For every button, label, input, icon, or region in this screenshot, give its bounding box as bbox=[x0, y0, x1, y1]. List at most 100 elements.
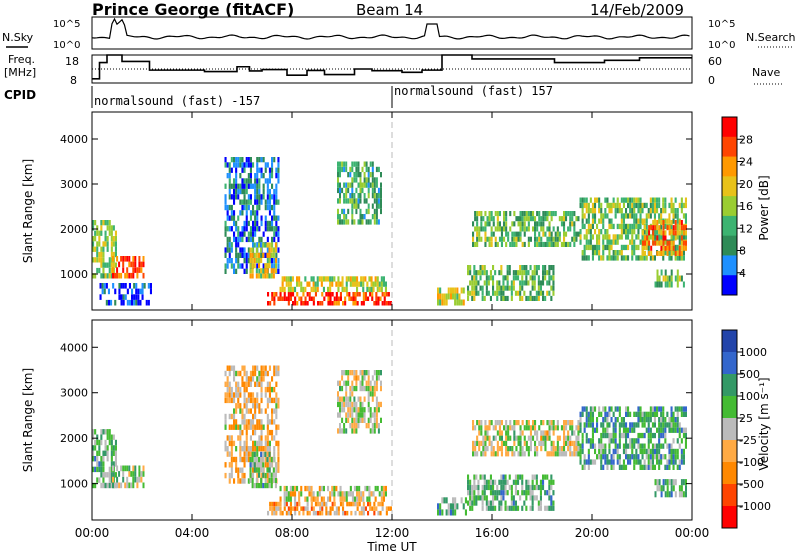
data-cell bbox=[275, 501, 278, 507]
data-cell bbox=[387, 506, 390, 511]
data-cell bbox=[506, 490, 509, 496]
data-cell bbox=[637, 417, 640, 423]
data-cell bbox=[243, 231, 246, 237]
data-cell bbox=[443, 299, 446, 306]
data-cell bbox=[596, 417, 599, 423]
data-cell bbox=[226, 392, 229, 398]
data-cell bbox=[266, 440, 269, 447]
data-cell bbox=[515, 236, 518, 242]
nsearch-label: N.Search bbox=[746, 31, 796, 44]
data-cell bbox=[660, 250, 663, 256]
data-cell bbox=[492, 500, 495, 506]
data-cell bbox=[540, 221, 543, 227]
data-cell bbox=[502, 490, 505, 496]
data-cell bbox=[519, 290, 522, 296]
data-cell bbox=[373, 510, 376, 516]
data-cell bbox=[268, 419, 271, 425]
data-cell bbox=[475, 484, 478, 491]
data-cell bbox=[277, 446, 280, 452]
data-cell bbox=[591, 411, 594, 417]
data-cell bbox=[260, 440, 263, 447]
data-cell bbox=[517, 270, 520, 276]
data-cell bbox=[376, 286, 379, 293]
data-cell bbox=[258, 370, 261, 377]
data-cell bbox=[375, 412, 378, 418]
data-cell bbox=[302, 510, 305, 516]
data-cell bbox=[649, 411, 652, 417]
data-cell bbox=[513, 221, 516, 227]
data-cell bbox=[362, 301, 365, 306]
data-cell bbox=[534, 226, 537, 232]
data-cell bbox=[507, 236, 510, 242]
data-cell bbox=[271, 386, 274, 393]
data-cell bbox=[258, 435, 261, 441]
data-cell bbox=[357, 198, 360, 204]
data-cell bbox=[515, 231, 518, 237]
data-cell bbox=[356, 281, 359, 287]
data-cell bbox=[546, 236, 549, 242]
data-cell bbox=[633, 411, 636, 417]
data-cell bbox=[106, 429, 109, 435]
data-cell bbox=[608, 208, 611, 214]
data-cell bbox=[604, 244, 607, 251]
data-cell bbox=[668, 281, 671, 288]
data-cell bbox=[527, 446, 530, 452]
data-cell bbox=[363, 412, 366, 418]
data-cell bbox=[660, 234, 663, 240]
data-cell bbox=[147, 283, 150, 289]
data-cell bbox=[656, 443, 659, 449]
data-cell bbox=[325, 292, 328, 297]
data-cell bbox=[247, 392, 250, 398]
data-cell bbox=[445, 299, 448, 306]
data-cell bbox=[505, 226, 508, 232]
data-cell bbox=[333, 501, 336, 507]
data-cell bbox=[682, 250, 685, 256]
data-cell bbox=[598, 229, 601, 235]
data-cell bbox=[550, 495, 553, 501]
data-cell bbox=[341, 396, 344, 402]
data-cell bbox=[277, 268, 280, 274]
data-cell bbox=[668, 464, 671, 470]
data-cell bbox=[479, 265, 482, 271]
data-cell bbox=[514, 290, 517, 296]
data-cell bbox=[649, 454, 652, 460]
data-cell bbox=[100, 220, 103, 226]
data-cell bbox=[523, 216, 526, 222]
data-cell bbox=[670, 491, 673, 498]
data-cell bbox=[122, 294, 125, 300]
data-cell bbox=[560, 425, 563, 431]
data-cell bbox=[245, 408, 248, 414]
data-cell bbox=[373, 385, 376, 392]
data-cell bbox=[600, 454, 603, 460]
data-cell bbox=[514, 484, 517, 491]
data-cell bbox=[552, 479, 555, 485]
data-cell bbox=[529, 275, 532, 281]
data-cell bbox=[241, 408, 244, 414]
data-cell bbox=[676, 464, 679, 470]
data-cell bbox=[650, 245, 653, 251]
data-cell bbox=[361, 187, 364, 194]
data-cell bbox=[542, 211, 545, 217]
data-cell bbox=[682, 234, 685, 240]
data-cell bbox=[521, 430, 524, 436]
data-cell bbox=[343, 496, 346, 502]
colorbar-swatch bbox=[722, 235, 737, 256]
data-cell bbox=[535, 495, 538, 501]
data-cell bbox=[339, 193, 341, 199]
data-cell bbox=[342, 301, 345, 306]
data-cell bbox=[658, 459, 661, 465]
data-cell bbox=[285, 485, 288, 492]
data-cell bbox=[589, 438, 592, 444]
data-cell bbox=[380, 417, 382, 423]
data-cell bbox=[608, 239, 611, 245]
data-cell bbox=[513, 435, 516, 441]
data-cell bbox=[635, 213, 638, 219]
data-cell bbox=[542, 221, 545, 227]
data-cell bbox=[639, 208, 642, 214]
data-cell bbox=[625, 432, 628, 439]
data-cell bbox=[542, 474, 545, 480]
data-cell bbox=[527, 216, 530, 222]
data-cell bbox=[228, 451, 231, 457]
data-cell bbox=[258, 381, 261, 387]
data-cell bbox=[535, 474, 538, 480]
